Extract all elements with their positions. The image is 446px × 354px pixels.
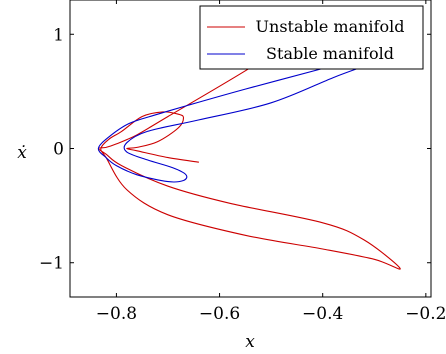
y-tick-label: −1 [39,254,64,274]
legend-entry-label: Stable manifold [266,44,394,63]
y-tick-label: 1 [53,25,64,45]
legend-entry-label: Unstable manifold [256,17,405,36]
series-line-unstable-manifold [97,28,401,270]
legend-box [199,5,424,70]
x-tick-label: −0.4 [302,304,343,324]
series-line-stable-manifold [97,65,365,183]
x-tick-label: −0.6 [199,304,240,324]
y-axis-label: ẋ [17,143,27,163]
x-axis-label: x [245,332,255,352]
x-tick-label: −0.8 [96,304,137,324]
y-tick-label: 0 [53,140,64,160]
x-tick-label: −0.2 [405,304,446,324]
curves-layer [97,28,401,270]
ticks-layer: −0.8 −0.6 −0.4 −0.2 −1 0 1 [39,0,446,324]
legend: Unstable manifold Stable manifold [199,5,424,70]
